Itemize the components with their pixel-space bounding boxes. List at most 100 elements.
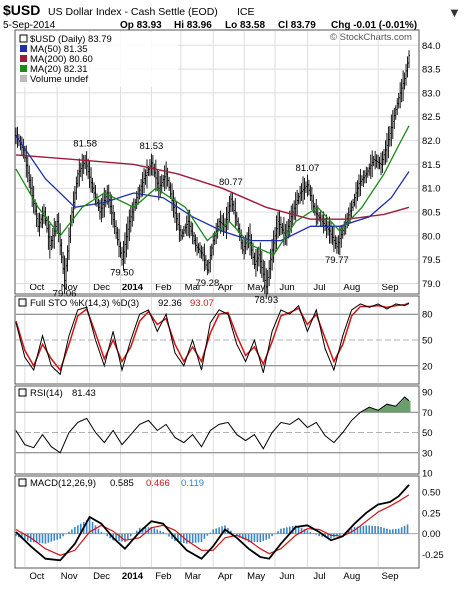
macd-histogram-bar <box>277 531 279 534</box>
stochastic-k-value: 92.36 <box>158 298 182 309</box>
month-tick-label: Dec <box>93 282 110 293</box>
macd-histogram-bar <box>209 532 212 534</box>
macd-tick-label: -0.25 <box>422 550 444 561</box>
macd-histogram-bar <box>44 533 47 544</box>
macd-histogram-bar <box>392 529 394 534</box>
month-tick-label: Sep <box>382 282 399 293</box>
macd-histogram-bar <box>156 529 159 534</box>
macd-histogram-bar <box>286 527 288 534</box>
macd-histogram-bar <box>41 533 44 544</box>
price-y-axis: 84.0 83.5 83.0 82.5 82.0 81.5 81.0 80.5 80.0 79.5… <box>422 41 441 290</box>
legend-volume-swatch <box>20 75 27 82</box>
rsi-tick-label: 10 <box>422 469 433 480</box>
macd-histogram-bar <box>309 531 312 534</box>
macd-histogram-bar <box>336 533 338 537</box>
macd-histogram-bar <box>339 533 341 535</box>
macd-histogram-bar <box>212 529 215 534</box>
macd-histogram-bar <box>135 530 138 534</box>
macd-histogram-bar <box>362 525 365 534</box>
macd-histogram-bar <box>341 533 344 535</box>
macd-histogram-bar <box>194 533 197 543</box>
macd-histogram-bar <box>371 525 374 534</box>
macd-histogram-bar <box>79 523 82 534</box>
month-tick-label: Oct <box>29 571 44 582</box>
macd-histogram-bar <box>15 533 17 537</box>
price-tick-label: 79.0 <box>422 279 441 290</box>
macd-histogram-bar <box>294 525 297 534</box>
month-tick-label: Aug <box>343 282 360 293</box>
macd-histogram-bar <box>153 528 156 534</box>
legend-ma50-swatch <box>20 45 27 52</box>
month-tick-label: Mar <box>185 571 201 582</box>
price-y-gridlines <box>16 44 418 284</box>
macd-panel-frame <box>14 475 420 569</box>
price-tick-label: 81.5 <box>422 160 441 171</box>
legend-ma200-label: MA(200) 80.60 <box>30 54 93 65</box>
macd-histogram-bar <box>274 533 276 535</box>
price-extreme-label: 81.58 <box>73 139 97 150</box>
macd-histogram-bar <box>271 533 273 537</box>
macd-histogram-bar <box>330 533 332 539</box>
macd-histogram-value: 0.119 <box>181 478 204 489</box>
copyright-text: © StockCharts.com <box>330 32 412 43</box>
month-tick-label: May <box>247 282 265 293</box>
macd-histogram-bar <box>303 529 306 534</box>
legend-price-label: $USD (Daily) 83.79 <box>30 34 112 45</box>
macd-histogram-bar <box>118 533 120 542</box>
stochastic-legend: Full STO %K(14,3) %D(3) 92.36 93.07 <box>18 298 214 309</box>
chart-symbol: $USD <box>3 2 40 18</box>
chart-exchange: ICE <box>237 6 255 18</box>
macd-tick-label: 0.00 <box>422 529 441 540</box>
macd-histogram-bar <box>383 527 385 534</box>
macd-histogram-bar <box>124 533 126 542</box>
macd-histogram-bar <box>165 533 167 535</box>
quote-high: Hi 83.96 <box>174 20 212 31</box>
macd-histogram-bar <box>24 533 26 540</box>
macd-histogram-bar <box>159 530 162 534</box>
ma200-line <box>15 154 410 220</box>
macd-histogram-bar <box>88 518 91 534</box>
stochastic-d-value: 93.07 <box>190 298 214 309</box>
price-tick-label: 83.5 <box>422 65 441 76</box>
price-tick-label: 79.5 <box>422 255 441 266</box>
month-tick-label: Mar <box>185 282 201 293</box>
stochastic-tick-label: 80 <box>422 310 433 321</box>
rsi-value: 81.43 <box>72 388 96 399</box>
macd-histogram-bar <box>280 528 282 534</box>
macd-histogram-bar <box>394 528 397 534</box>
macd-histogram-bar <box>380 527 382 534</box>
rsi-tick-label: 90 <box>422 388 433 399</box>
price-extreme-label: 81.07 <box>296 163 320 174</box>
macd-histogram-bar <box>206 533 209 536</box>
macd-histogram-bar <box>130 533 132 537</box>
macd-histogram-bar <box>368 525 371 534</box>
month-tick-label: Jul <box>313 571 325 582</box>
macd-histogram-bar <box>265 533 268 540</box>
macd-line <box>15 484 410 562</box>
month-tick-label: Jul <box>313 282 325 293</box>
macd-histogram-bar <box>203 533 206 539</box>
macd-value: 0.585 <box>110 478 134 489</box>
stochastic-y-axis: 80 50 20 <box>422 310 433 373</box>
macd-tick-label: 0.50 <box>422 488 441 499</box>
legend-ma20-label: MA(20) 82.31 <box>30 64 88 75</box>
macd-histogram-bar <box>406 524 409 534</box>
macd-histogram-bar <box>77 525 79 534</box>
macd-histogram-bar <box>144 527 147 534</box>
macd-histogram-bar <box>188 533 191 544</box>
macd-histogram-bar <box>247 533 250 542</box>
month-tick-label: Sep <box>382 571 399 582</box>
macd-histogram-bar <box>403 525 406 534</box>
month-tick-label: Jun <box>279 571 294 582</box>
macd-histogram-bar <box>50 533 53 542</box>
stochastic-tick-label: 50 <box>422 336 433 347</box>
macd-histogram-bar <box>318 533 321 537</box>
month-tick-label: Dec <box>93 571 110 582</box>
legend-ma200-swatch <box>20 55 27 62</box>
price-tick-label: 84.0 <box>422 41 441 52</box>
rsi-label: RSI(14) <box>30 388 63 399</box>
price-extreme-label: 80.77 <box>219 177 243 188</box>
macd-histogram-bar <box>315 533 318 535</box>
macd-histogram-bar <box>256 533 259 542</box>
